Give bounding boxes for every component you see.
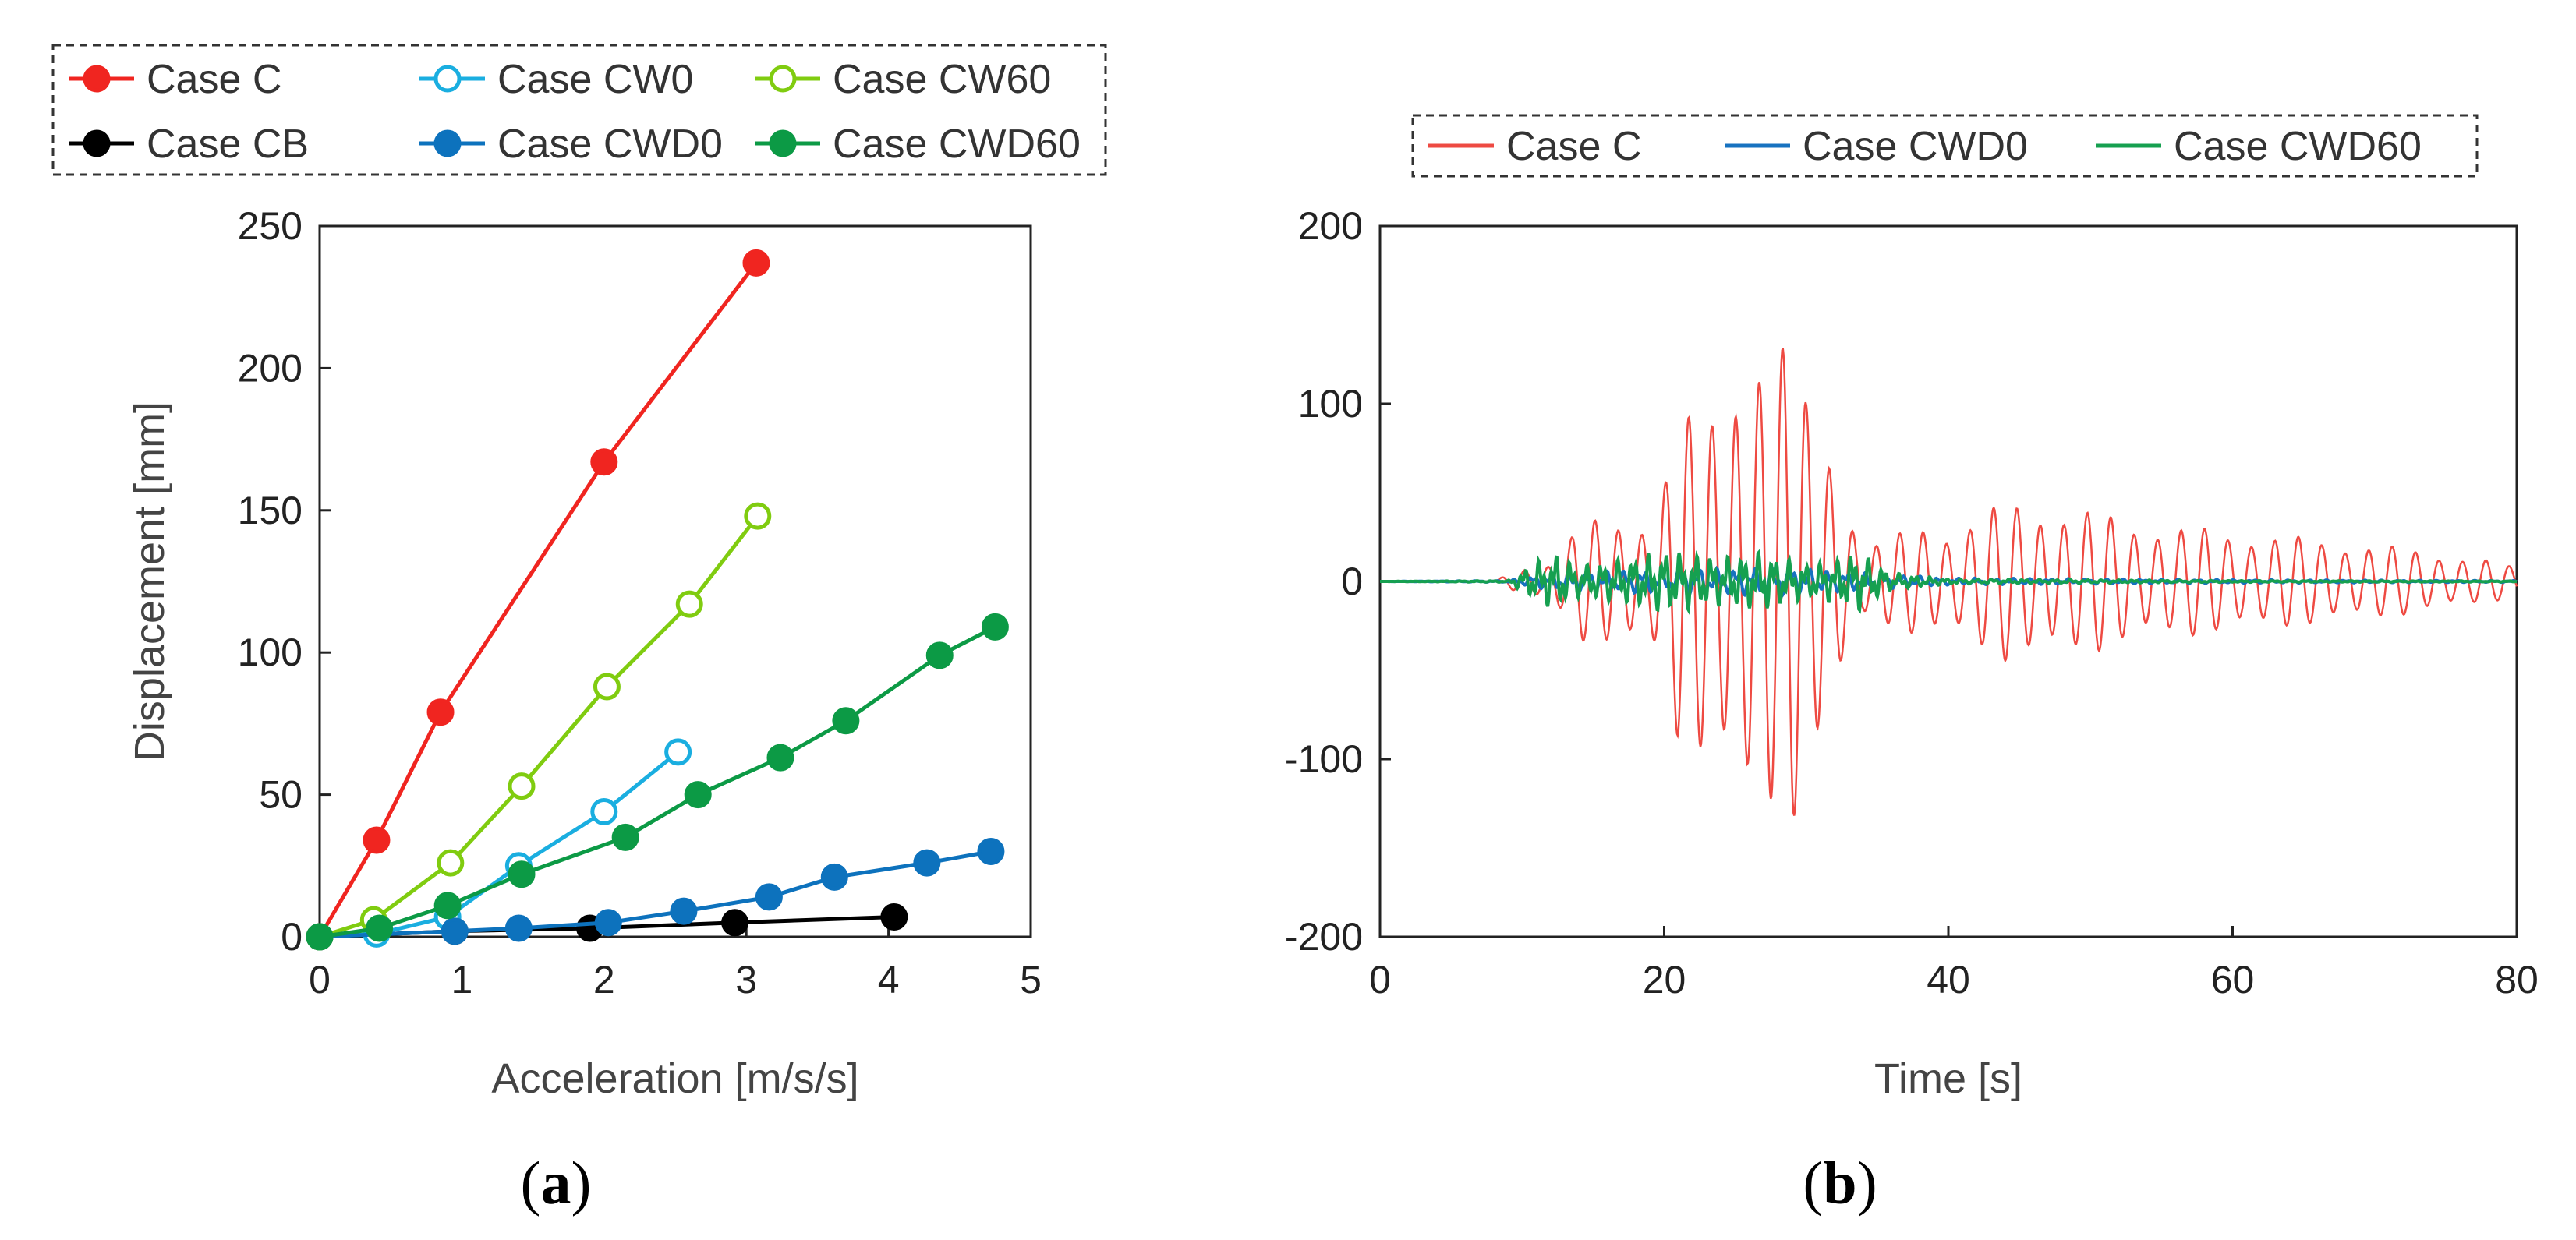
legend-marker-case-c [83, 65, 111, 93]
x-tick-label-a: 1 [451, 958, 472, 1002]
panel-label-b: (b) [1803, 1149, 1877, 1217]
x-axis-label-a: Acceleration [m/s/s] [491, 1055, 858, 1102]
legend-marker-case-cwd60 [769, 129, 797, 157]
legend-label-case-cb: Case CB [147, 122, 309, 167]
point-case-cwd0 [755, 883, 783, 911]
legend-label-case-c: Case C [147, 57, 281, 102]
point-case-cwd60 [433, 892, 462, 920]
legend-label-case-cw0: Case CW0 [497, 57, 693, 102]
legend-marker-case-cw0 [433, 65, 462, 93]
legend-label-case-cwd0: Case CWD0 [1803, 124, 2028, 169]
y-tick-label-a: 150 [238, 489, 303, 532]
y-tick-label-b: 100 [1298, 382, 1363, 426]
y-tick-label-a: 0 [281, 915, 303, 959]
point-case-cw0 [590, 797, 618, 825]
x-tick-label-a: 3 [735, 958, 757, 1002]
point-case-cb [721, 909, 749, 937]
point-case-cwd60 [925, 641, 954, 669]
panel-label-a-letter: a [541, 1149, 571, 1217]
legend-b: Case C Case CWD0 Case CWD60 [1428, 124, 2422, 169]
x-tick-label-b: 80 [2495, 958, 2539, 1002]
x-tick-label-b: 0 [1369, 958, 1391, 1002]
x-tick-label-b: 20 [1643, 958, 1686, 1002]
series-line-case-cw60 [319, 514, 759, 939]
point-case-cwd0 [504, 914, 533, 942]
chart-a: Case C Case CB Case CW0 Case CWD0 Case CW60 C… [51, 44, 1107, 1217]
point-case-cwd60 [306, 923, 334, 951]
point-case-c [742, 249, 770, 277]
point-case-c [590, 448, 618, 476]
point-case-cw60 [508, 772, 536, 800]
point-case-cwd0 [820, 863, 848, 891]
legend-label-case-c: Case C [1506, 124, 1641, 169]
point-case-c [363, 826, 391, 854]
x-tick-label-a: 4 [878, 958, 900, 1002]
point-case-cwd60 [832, 707, 860, 735]
point-case-cwd60 [766, 744, 794, 772]
point-case-cwd0 [441, 917, 469, 945]
legend-marker-case-cb [83, 129, 111, 157]
point-case-cw60 [675, 590, 703, 618]
legend-label-case-cwd60: Case CWD60 [2174, 124, 2422, 169]
x-tick-label-b: 40 [1927, 958, 1970, 1002]
point-case-cw60 [744, 502, 772, 530]
legend-a: Case C Case CB Case CW0 Case CWD0 Case CW60 C… [69, 57, 1081, 167]
y-tick-label-a: 250 [238, 204, 303, 248]
y-axis-label-a: Displacement [mm] [126, 401, 173, 761]
y-tick-label-a: 50 [259, 773, 303, 817]
legend-label-case-cwd0: Case CWD0 [497, 122, 723, 167]
point-case-cwd0 [594, 909, 622, 937]
chart-b: Case C Case CWD0 Case CWD60 0 20 40 60 80 -200 -… [1285, 114, 2539, 1217]
legend-label-case-cw60: Case CW60 [833, 57, 1051, 102]
x-tick-label-b: 60 [2211, 958, 2255, 1002]
x-axis-label-b: Time [s] [1874, 1055, 2022, 1102]
point-case-cwd60 [611, 823, 639, 851]
x-tick-label-a: 2 [593, 958, 615, 1002]
legend-marker-case-cwd0 [433, 129, 462, 157]
y-tick-label-b: 200 [1298, 204, 1363, 248]
series-line-case-cwd60 [1380, 549, 2517, 615]
series-a [306, 249, 1009, 951]
point-case-cwd0 [670, 897, 698, 925]
ticks-b: 0 20 40 60 80 -200 -100 0 100 200 [1285, 204, 2539, 1002]
series-b [1380, 348, 2518, 816]
x-tick-label-a: 5 [1020, 958, 1042, 1002]
point-case-cwd60 [508, 860, 536, 888]
point-case-cwd0 [913, 849, 941, 877]
panel-label-b-letter: b [1823, 1149, 1856, 1217]
series-line-case-c [1380, 348, 2518, 816]
legend-a-box [51, 44, 1107, 176]
point-case-cwd60 [366, 914, 394, 942]
point-case-cwd60 [981, 613, 1009, 641]
point-case-cb [880, 903, 908, 931]
x-tick-label-a: 0 [309, 958, 331, 1002]
point-case-cwd0 [977, 838, 1005, 866]
point-case-cw60 [437, 849, 465, 877]
point-case-cwd60 [684, 781, 712, 809]
legend-marker-case-cw60 [769, 65, 797, 93]
series-line-case-cwd60 [319, 625, 996, 939]
y-tick-label-b: 0 [1341, 560, 1363, 603]
y-tick-label-b: -200 [1285, 915, 1363, 959]
legend-label-case-cwd60: Case CWD60 [833, 122, 1081, 167]
point-case-c [426, 698, 455, 726]
point-case-cw0 [664, 738, 692, 766]
y-tick-label-a: 100 [238, 631, 303, 674]
y-tick-label-a: 200 [238, 346, 303, 390]
legend-b-box [1411, 114, 2479, 178]
point-case-cw60 [593, 673, 621, 701]
panel-label-a: (a) [521, 1149, 592, 1217]
y-tick-label-b: -100 [1285, 737, 1363, 781]
plot-a-frame [318, 224, 1032, 938]
